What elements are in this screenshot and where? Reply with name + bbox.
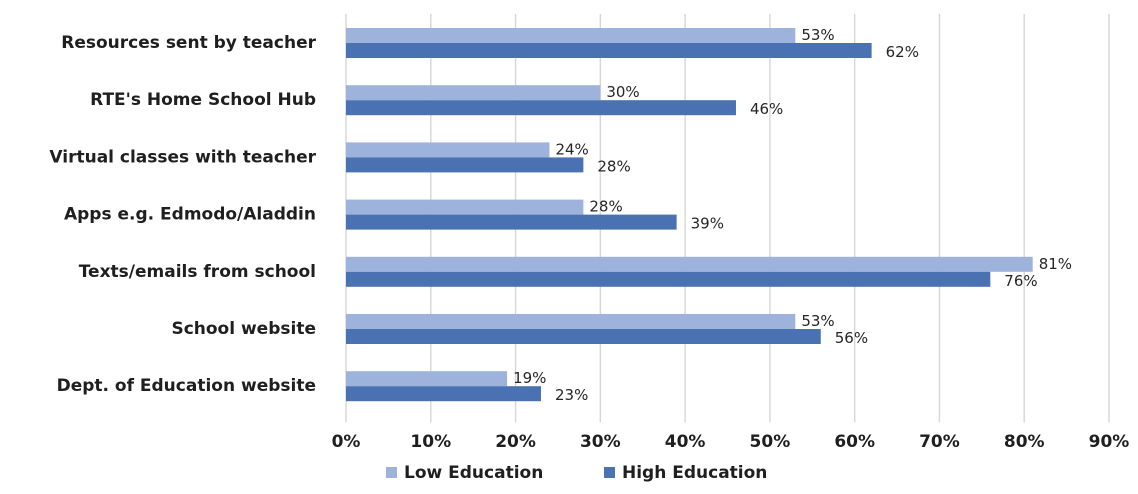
category-label: Texts/emails from school <box>79 262 316 282</box>
x-tick-label: 10% <box>410 432 451 452</box>
data-label: 39% <box>691 215 724 233</box>
bar-high-education <box>346 271 991 287</box>
bar-high-education <box>346 329 821 344</box>
x-tick-label: 60% <box>834 432 875 452</box>
x-tick-labels: 0% 10% 20% 30% 40% 50% 60% 70% 80% 90% <box>332 432 1130 452</box>
data-label: 53% <box>801 312 834 330</box>
bar-low-education <box>346 256 1033 272</box>
category-label: Apps e.g. Edmodo/Aladdin <box>64 205 316 225</box>
legend-swatch <box>604 467 615 478</box>
data-label: 46% <box>750 100 783 118</box>
bar-high-education <box>346 100 736 116</box>
data-label: 24% <box>555 140 588 158</box>
bar-low-education <box>346 199 584 215</box>
bar-low-education <box>346 142 550 158</box>
x-tick-label: 70% <box>919 432 960 452</box>
x-tick-label: 90% <box>1089 432 1130 452</box>
data-label: 30% <box>606 83 639 101</box>
data-label: 28% <box>597 157 630 175</box>
gridlines <box>345 14 1110 423</box>
category-label: Virtual classes with teacher <box>49 147 316 167</box>
bar-high-education <box>346 43 872 58</box>
data-label: 23% <box>555 386 588 404</box>
bar-high-education <box>346 214 677 230</box>
bar-high-education <box>346 157 584 173</box>
x-tick-label: 30% <box>580 432 621 452</box>
legend: Low Education High Education <box>386 463 767 483</box>
bar-low-education <box>346 314 796 329</box>
bars <box>346 28 1033 402</box>
legend-swatch <box>386 467 397 478</box>
category-labels: Resources sent by teacher RTE's Home Scho… <box>49 33 316 396</box>
data-label: 28% <box>589 198 622 216</box>
data-label: 53% <box>801 26 834 44</box>
bar-low-education <box>346 28 796 43</box>
x-tick-label: 50% <box>750 432 791 452</box>
data-label: 19% <box>513 369 546 387</box>
category-label: RTE's Home School Hub <box>90 90 316 110</box>
data-label: 62% <box>886 43 919 61</box>
x-tick-label: 20% <box>495 432 536 452</box>
bar-low-education <box>346 85 601 101</box>
category-label: Dept. of Education website <box>57 376 316 396</box>
category-label: School website <box>171 319 316 339</box>
legend-label: High Education <box>622 463 767 483</box>
data-label: 81% <box>1039 255 1072 273</box>
x-tick-label: 80% <box>1004 432 1045 452</box>
data-label: 56% <box>835 329 868 347</box>
bar-high-education <box>346 386 541 402</box>
category-label: Resources sent by teacher <box>61 33 316 53</box>
data-label: 76% <box>1004 272 1037 290</box>
bar-low-education <box>346 371 508 387</box>
x-tick-label: 40% <box>665 432 706 452</box>
legend-label: Low Education <box>404 463 543 483</box>
data-labels: 53%62%30%46%24%28%28%39%81%76%53%56%19%2… <box>513 26 1072 404</box>
x-tick-label: 0% <box>332 432 361 452</box>
